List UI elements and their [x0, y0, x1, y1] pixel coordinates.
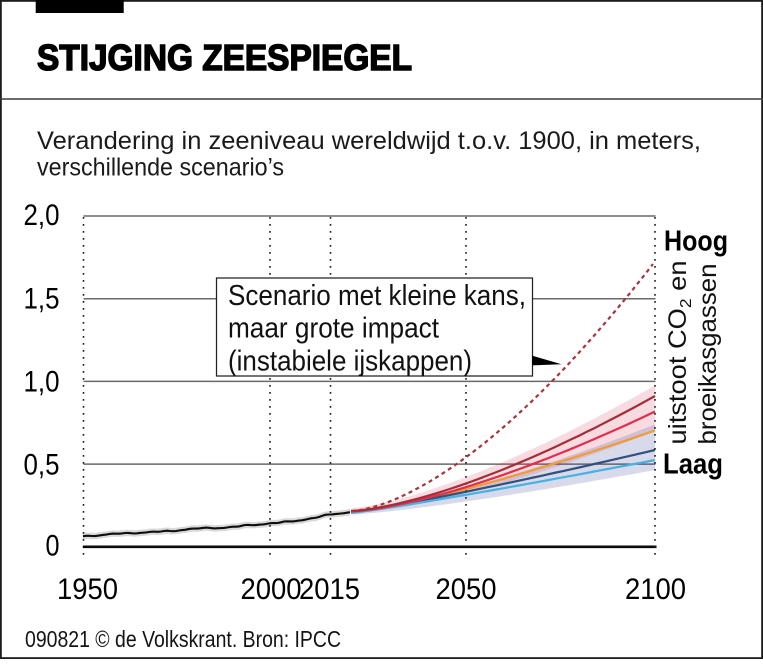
svg-text:2000: 2000	[241, 573, 302, 606]
svg-text:STIJGING ZEESPIEGEL: STIJGING ZEESPIEGEL	[37, 37, 412, 78]
svg-text:uitstoot CO2 en: uitstoot CO2 en	[664, 261, 695, 445]
svg-text:Scenario met kleine kans,: Scenario met kleine kans,	[228, 280, 526, 312]
svg-text:0: 0	[46, 530, 60, 563]
svg-text:2015: 2015	[299, 573, 360, 606]
svg-text:1,0: 1,0	[24, 366, 60, 399]
svg-text:verschillende scenario’s: verschillende scenario’s	[37, 154, 284, 182]
svg-text:Laag: Laag	[663, 449, 723, 481]
svg-text:2050: 2050	[436, 573, 497, 606]
svg-text:Hoog: Hoog	[664, 226, 728, 258]
svg-text:maar grote impact: maar grote impact	[228, 313, 439, 345]
svg-text:broeikasgassen: broeikasgassen	[694, 264, 722, 445]
svg-text:0,5: 0,5	[24, 449, 60, 482]
svg-text:090821 © de Volkskrant. Bron:: 090821 © de Volkskrant. Bron: IPCC	[25, 626, 341, 652]
svg-text:2100: 2100	[625, 573, 686, 606]
svg-text:1,5: 1,5	[24, 283, 60, 316]
svg-text:1950: 1950	[57, 573, 118, 606]
svg-text:(instabiele ijskappen): (instabiele ijskappen)	[228, 345, 472, 377]
svg-text:Verandering in zeeniveau werel: Verandering in zeeniveau wereldwijd t.o.…	[37, 127, 701, 155]
svg-text:2,0: 2,0	[24, 199, 60, 232]
